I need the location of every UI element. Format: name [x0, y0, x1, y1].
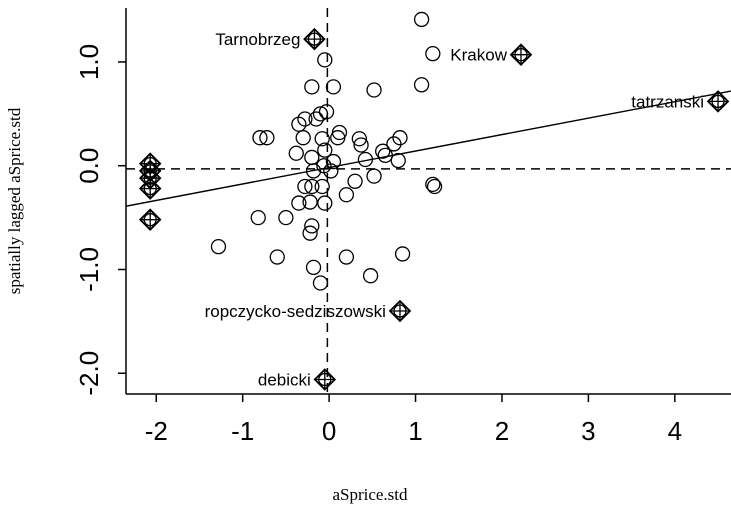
- data-point: [302, 194, 318, 210]
- data-point: [304, 218, 320, 234]
- influential-point: [138, 177, 162, 200]
- axes: [125, 8, 731, 395]
- y-axis-label: spatially lagged aSprice.std: [5, 107, 24, 294]
- data-point: [278, 209, 294, 226]
- data-point: [425, 176, 441, 193]
- data-point: [288, 145, 304, 161]
- data-point: [347, 173, 363, 189]
- x-tick-label: 2: [495, 416, 509, 446]
- data-point: [291, 116, 307, 132]
- x-axis-label: aSprice.std: [332, 485, 408, 504]
- data-point: [304, 149, 320, 166]
- point-label: Krakow: [450, 46, 507, 65]
- x-tick-label: -1: [231, 416, 254, 446]
- data-point: [413, 77, 430, 93]
- influential-point: [388, 299, 412, 323]
- data-point: [338, 249, 355, 265]
- data-point: [312, 106, 329, 122]
- influential-point: [706, 90, 730, 113]
- data-point: [317, 52, 333, 68]
- point-label: Tarnobrzeg: [215, 30, 300, 49]
- data-point: [425, 46, 441, 62]
- influential-point: [509, 43, 533, 66]
- influential-points-group: [138, 27, 730, 391]
- data-point: [353, 137, 369, 153]
- y-tick-label: 0.0: [74, 148, 104, 184]
- y-tick-label: -1.0: [74, 247, 104, 292]
- x-tick-label: 3: [581, 416, 595, 446]
- data-point: [338, 187, 355, 203]
- data-point: [325, 79, 342, 95]
- data-point: [252, 130, 268, 146]
- data-point: [305, 259, 322, 276]
- data-point: [386, 136, 402, 152]
- data-point: [314, 178, 330, 195]
- influential-point: [313, 368, 337, 391]
- points-group: [210, 11, 443, 291]
- data-point: [392, 130, 408, 146]
- x-tick-label: 1: [408, 416, 422, 446]
- data-point: [295, 130, 311, 146]
- data-point: [314, 131, 330, 147]
- data-point: [366, 168, 382, 184]
- data-point: [269, 249, 285, 265]
- data-point: [250, 209, 266, 226]
- point-labels-group: Tarnobrzeg Krakow tatrzanski ropczycko-sedz…: [205, 30, 704, 389]
- data-point: [308, 111, 324, 127]
- data-point: [317, 142, 333, 158]
- reference-lines: [125, 8, 731, 394]
- data-point: [390, 152, 406, 169]
- data-point: [305, 163, 322, 179]
- data-point: [426, 178, 443, 195]
- point-label: tatrzanski: [631, 92, 704, 111]
- data-point: [394, 246, 411, 262]
- point-label: ropczycko-sedziszowski: [205, 302, 386, 321]
- data-point: [302, 225, 318, 241]
- data-point: [304, 178, 320, 195]
- data-point: [291, 195, 307, 211]
- data-point: [330, 130, 346, 146]
- data-point: [357, 151, 374, 168]
- data-point: [351, 131, 368, 147]
- influential-point: [303, 27, 326, 51]
- x-tick-label: 4: [668, 416, 682, 446]
- data-point: [362, 268, 379, 284]
- y-tick-label: 1.0: [74, 44, 104, 80]
- x-tick-label: -2: [145, 416, 168, 446]
- data-point: [210, 239, 227, 255]
- data-point: [259, 130, 275, 146]
- tick-group: -2 -1 0 1 2 3 4 -2.0 -1.0 0.0 1.0: [74, 44, 682, 446]
- data-point: [317, 195, 333, 211]
- x-tick-label: 0: [322, 416, 336, 446]
- data-point: [318, 104, 335, 120]
- data-point: [366, 82, 382, 98]
- data-point: [375, 143, 391, 159]
- data-point: [413, 11, 430, 28]
- data-point: [312, 275, 329, 291]
- y-tick-label: -2.0: [74, 351, 104, 396]
- influential-point: [138, 208, 162, 231]
- data-point: [377, 147, 393, 163]
- point-label: debicki: [258, 370, 311, 389]
- data-point: [325, 153, 342, 170]
- data-point: [323, 163, 339, 179]
- data-point: [297, 111, 313, 127]
- data-point: [297, 178, 313, 195]
- data-point: [304, 79, 320, 95]
- regression-line: [125, 90, 731, 207]
